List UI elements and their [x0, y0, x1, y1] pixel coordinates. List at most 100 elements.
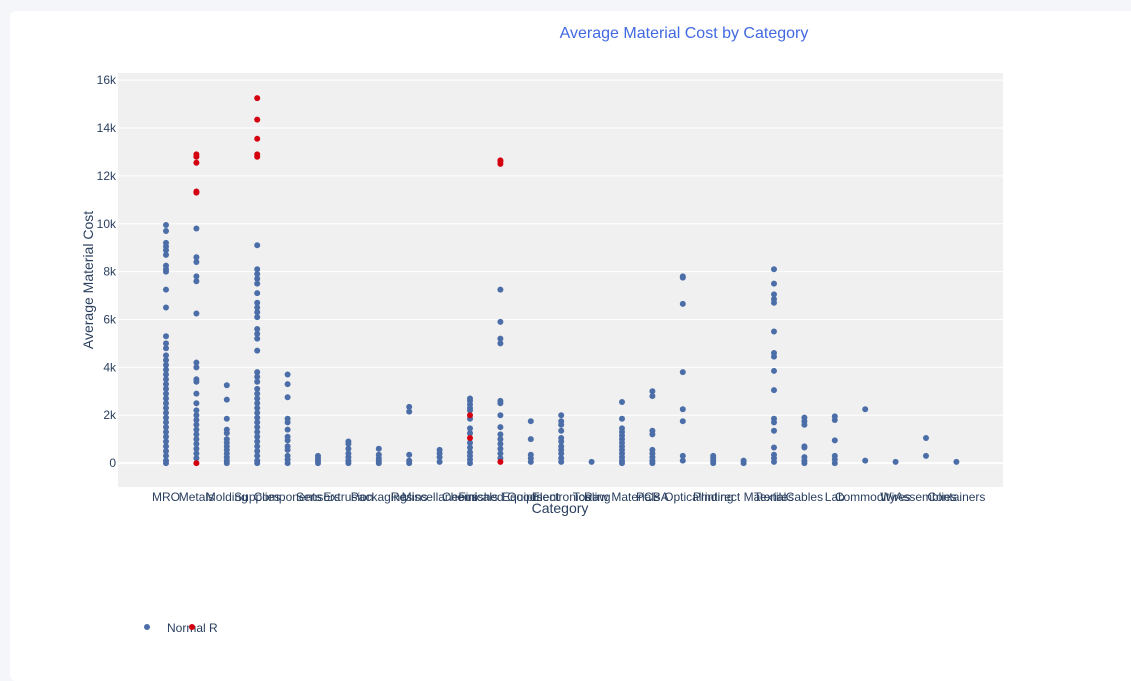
data-point-normal[interactable]	[254, 280, 261, 287]
data-point-normal[interactable]	[679, 452, 686, 459]
data-point-normal[interactable]	[163, 424, 169, 431]
data-point-normal[interactable]	[284, 371, 291, 378]
data-point-normal[interactable]	[254, 460, 261, 467]
data-point-normal[interactable]	[771, 367, 777, 374]
data-point-normal[interactable]	[588, 458, 595, 465]
data-point-normal[interactable]	[193, 416, 200, 423]
data-point-normal[interactable]	[284, 394, 291, 401]
data-point-normal[interactable]	[223, 460, 230, 467]
data-point-normal[interactable]	[679, 418, 686, 425]
data-point-normal[interactable]	[771, 444, 777, 451]
data-point-normal[interactable]	[163, 333, 169, 340]
data-point-normal[interactable]	[193, 445, 200, 452]
data-point-normal[interactable]	[163, 227, 169, 234]
data-point-outlier[interactable]	[254, 153, 261, 160]
data-point-normal[interactable]	[193, 431, 200, 438]
data-point-normal[interactable]	[254, 242, 261, 249]
data-point-normal[interactable]	[193, 278, 200, 285]
data-point-normal[interactable]	[801, 444, 808, 451]
data-point-normal[interactable]	[771, 266, 777, 273]
data-point-normal[interactable]	[740, 460, 747, 467]
data-point-normal[interactable]	[619, 460, 625, 467]
data-point-normal[interactable]	[497, 335, 504, 342]
data-point-normal[interactable]	[467, 460, 473, 467]
data-point-normal[interactable]	[163, 268, 169, 275]
data-point-outlier[interactable]	[467, 412, 473, 419]
data-point-outlier[interactable]	[193, 460, 200, 467]
data-point-normal[interactable]	[254, 452, 261, 459]
data-point-normal[interactable]	[193, 254, 200, 261]
data-point-normal[interactable]	[254, 438, 261, 445]
data-point-normal[interactable]	[163, 438, 169, 445]
data-point-normal[interactable]	[163, 385, 169, 392]
data-point-normal[interactable]	[254, 299, 261, 306]
data-point-normal[interactable]	[771, 299, 777, 306]
data-point-outlier[interactable]	[193, 159, 200, 166]
data-point-normal[interactable]	[497, 436, 504, 443]
data-point-normal[interactable]	[193, 436, 200, 443]
data-point-normal[interactable]	[315, 460, 321, 467]
data-point-normal[interactable]	[163, 251, 169, 258]
legend[interactable]: Normal R	[144, 621, 218, 635]
data-point-normal[interactable]	[254, 428, 261, 435]
data-point-normal[interactable]	[558, 427, 565, 434]
data-point-normal[interactable]	[163, 448, 169, 455]
data-point-normal[interactable]	[497, 445, 504, 452]
data-point-normal[interactable]	[163, 221, 169, 228]
data-point-normal[interactable]	[892, 458, 899, 465]
data-point-normal[interactable]	[771, 291, 777, 298]
data-point-normal[interactable]	[254, 400, 261, 407]
data-point-normal[interactable]	[193, 421, 200, 428]
data-point-normal[interactable]	[619, 415, 625, 422]
data-point-normal[interactable]	[558, 412, 565, 419]
data-point-normal[interactable]	[163, 405, 169, 412]
data-point-normal[interactable]	[527, 458, 534, 465]
data-point-normal[interactable]	[254, 314, 261, 321]
data-point-normal[interactable]	[254, 347, 261, 354]
data-point-normal[interactable]	[163, 409, 169, 416]
data-point-normal[interactable]	[619, 399, 625, 406]
data-point-normal[interactable]	[193, 378, 200, 385]
data-point-normal[interactable]	[497, 440, 504, 447]
data-point-normal[interactable]	[406, 403, 413, 410]
data-point-normal[interactable]	[710, 460, 717, 467]
data-point-normal[interactable]	[862, 406, 869, 413]
data-point-outlier[interactable]	[497, 160, 504, 167]
data-point-normal[interactable]	[163, 345, 169, 352]
data-point-normal[interactable]	[254, 290, 261, 297]
data-point-normal[interactable]	[254, 304, 261, 311]
data-point-normal[interactable]	[163, 381, 169, 388]
data-point-normal[interactable]	[467, 439, 473, 446]
data-point-normal[interactable]	[254, 424, 261, 431]
data-point-normal[interactable]	[163, 400, 169, 407]
data-point-normal[interactable]	[284, 460, 291, 467]
data-point-normal[interactable]	[558, 438, 565, 445]
data-point-normal[interactable]	[254, 271, 261, 278]
data-point-normal[interactable]	[497, 318, 504, 325]
data-point-normal[interactable]	[223, 430, 230, 437]
data-point-normal[interactable]	[831, 460, 838, 467]
data-point-normal[interactable]	[163, 390, 169, 397]
data-point-normal[interactable]	[649, 393, 656, 400]
data-point-normal[interactable]	[163, 452, 169, 459]
legend-label-normal[interactable]: Normal	[167, 621, 206, 635]
data-point-normal[interactable]	[679, 457, 686, 464]
data-point-normal[interactable]	[254, 448, 261, 455]
data-point-normal[interactable]	[163, 419, 169, 426]
data-point-normal[interactable]	[771, 427, 777, 434]
data-point-normal[interactable]	[801, 460, 808, 467]
data-point-normal[interactable]	[193, 225, 200, 232]
data-point-normal[interactable]	[771, 328, 777, 335]
data-point-normal[interactable]	[254, 266, 261, 273]
data-point-normal[interactable]	[497, 400, 504, 407]
data-point-normal[interactable]	[163, 340, 169, 347]
legend-label-outlier[interactable]: R	[209, 621, 218, 635]
data-point-normal[interactable]	[558, 421, 565, 428]
data-point-normal[interactable]	[771, 419, 777, 426]
data-point-normal[interactable]	[345, 445, 352, 452]
data-point-normal[interactable]	[284, 381, 291, 388]
data-point-normal[interactable]	[254, 419, 261, 426]
data-point-normal[interactable]	[193, 390, 200, 397]
data-point-normal[interactable]	[436, 458, 443, 465]
data-point-normal[interactable]	[193, 400, 200, 407]
